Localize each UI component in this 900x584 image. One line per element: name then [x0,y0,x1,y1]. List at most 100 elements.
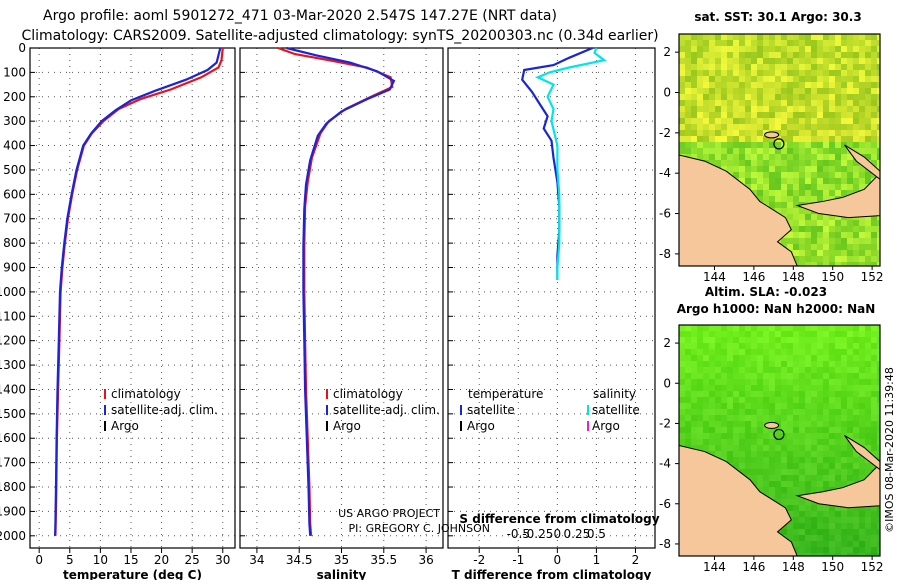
map-cell [703,52,709,58]
map-cell [685,40,691,46]
map-cell [739,34,745,40]
map-cell [835,118,841,124]
map-cell [811,124,817,130]
map-cell [853,160,859,166]
map-cell [769,40,775,46]
map-cell [769,70,775,76]
map-cell [847,403,853,409]
map-cell [847,529,853,535]
map-cell [865,355,871,361]
map-cell [769,451,775,457]
map-cell [871,238,877,244]
map-cell [835,190,841,196]
map-cell [715,451,721,457]
map-cell [697,445,703,451]
map-cell [859,112,865,118]
map-cell [769,475,775,481]
map-cell [781,331,787,337]
map-cell [697,409,703,415]
map-cell [805,226,811,232]
map-cell [703,130,709,136]
map-cell [871,391,877,397]
map-cell [853,415,859,421]
map-cell [745,385,751,391]
map-cell [877,256,880,262]
map-cell [817,46,823,52]
map-cell [691,112,697,118]
map-cell [679,118,685,124]
map-cell [841,505,847,511]
map-cell [835,238,841,244]
map-cell [841,529,847,535]
map-cell [823,148,829,154]
map-cell [769,355,775,361]
map-cell [829,232,835,238]
map-cell [805,160,811,166]
map-cell [793,184,799,190]
map-cell [877,343,880,349]
map-cell [745,331,751,337]
legend-label: climatology [333,387,403,401]
map-cell [685,349,691,355]
map-cell [823,391,829,397]
series-line-satellite-adj-clim- [286,46,396,536]
map-cell [823,355,829,361]
map-cell [787,325,793,331]
map-cell [793,226,799,232]
map-cell [865,349,871,355]
map-cell [751,385,757,391]
map-cell [745,337,751,343]
map-cell [871,505,877,511]
map-cell [805,250,811,256]
map-cell [817,529,823,535]
map-cell [739,325,745,331]
map-cell [679,391,685,397]
map-cell [685,427,691,433]
map-cell [829,220,835,226]
x-tick-label: 0 [35,553,43,567]
figure-title-line2: Climatology: CARS2009. Satellite-adjuste… [21,28,658,44]
map-cell [727,373,733,379]
map-cell [829,112,835,118]
map-cell [703,421,709,427]
map-cell [799,439,805,445]
map-cell [811,184,817,190]
map-cell [817,58,823,64]
map-cell [793,160,799,166]
map-cell [727,445,733,451]
map-cell [733,64,739,70]
map-cell [859,88,865,94]
map-cell [703,439,709,445]
map-cell [781,439,787,445]
map-cell [727,94,733,100]
map-cell [841,439,847,445]
map-cell [745,142,751,148]
map-cell [877,166,880,172]
map-cell [835,154,841,160]
map-cell [775,172,781,178]
map-cell [859,184,865,190]
map-cell [865,469,871,475]
map-cell [799,481,805,487]
map-cell [871,541,877,547]
map-cell [865,523,871,529]
map-cell [871,373,877,379]
map-cell [679,415,685,421]
map-cell [841,178,847,184]
map-cell [811,40,817,46]
map-cell [793,154,799,160]
map-cell [877,439,880,445]
map-cell [751,379,757,385]
map-cell [841,76,847,82]
map-cell [805,136,811,142]
map-cell [841,517,847,523]
map-cell [757,46,763,52]
y-tick-label: 300 [3,114,26,128]
map-cell [769,82,775,88]
map-cell [781,124,787,130]
map-cell [751,445,757,451]
map-cell [739,355,745,361]
map-cell [799,553,805,556]
map-cell [793,238,799,244]
land-new-britain [795,462,880,509]
